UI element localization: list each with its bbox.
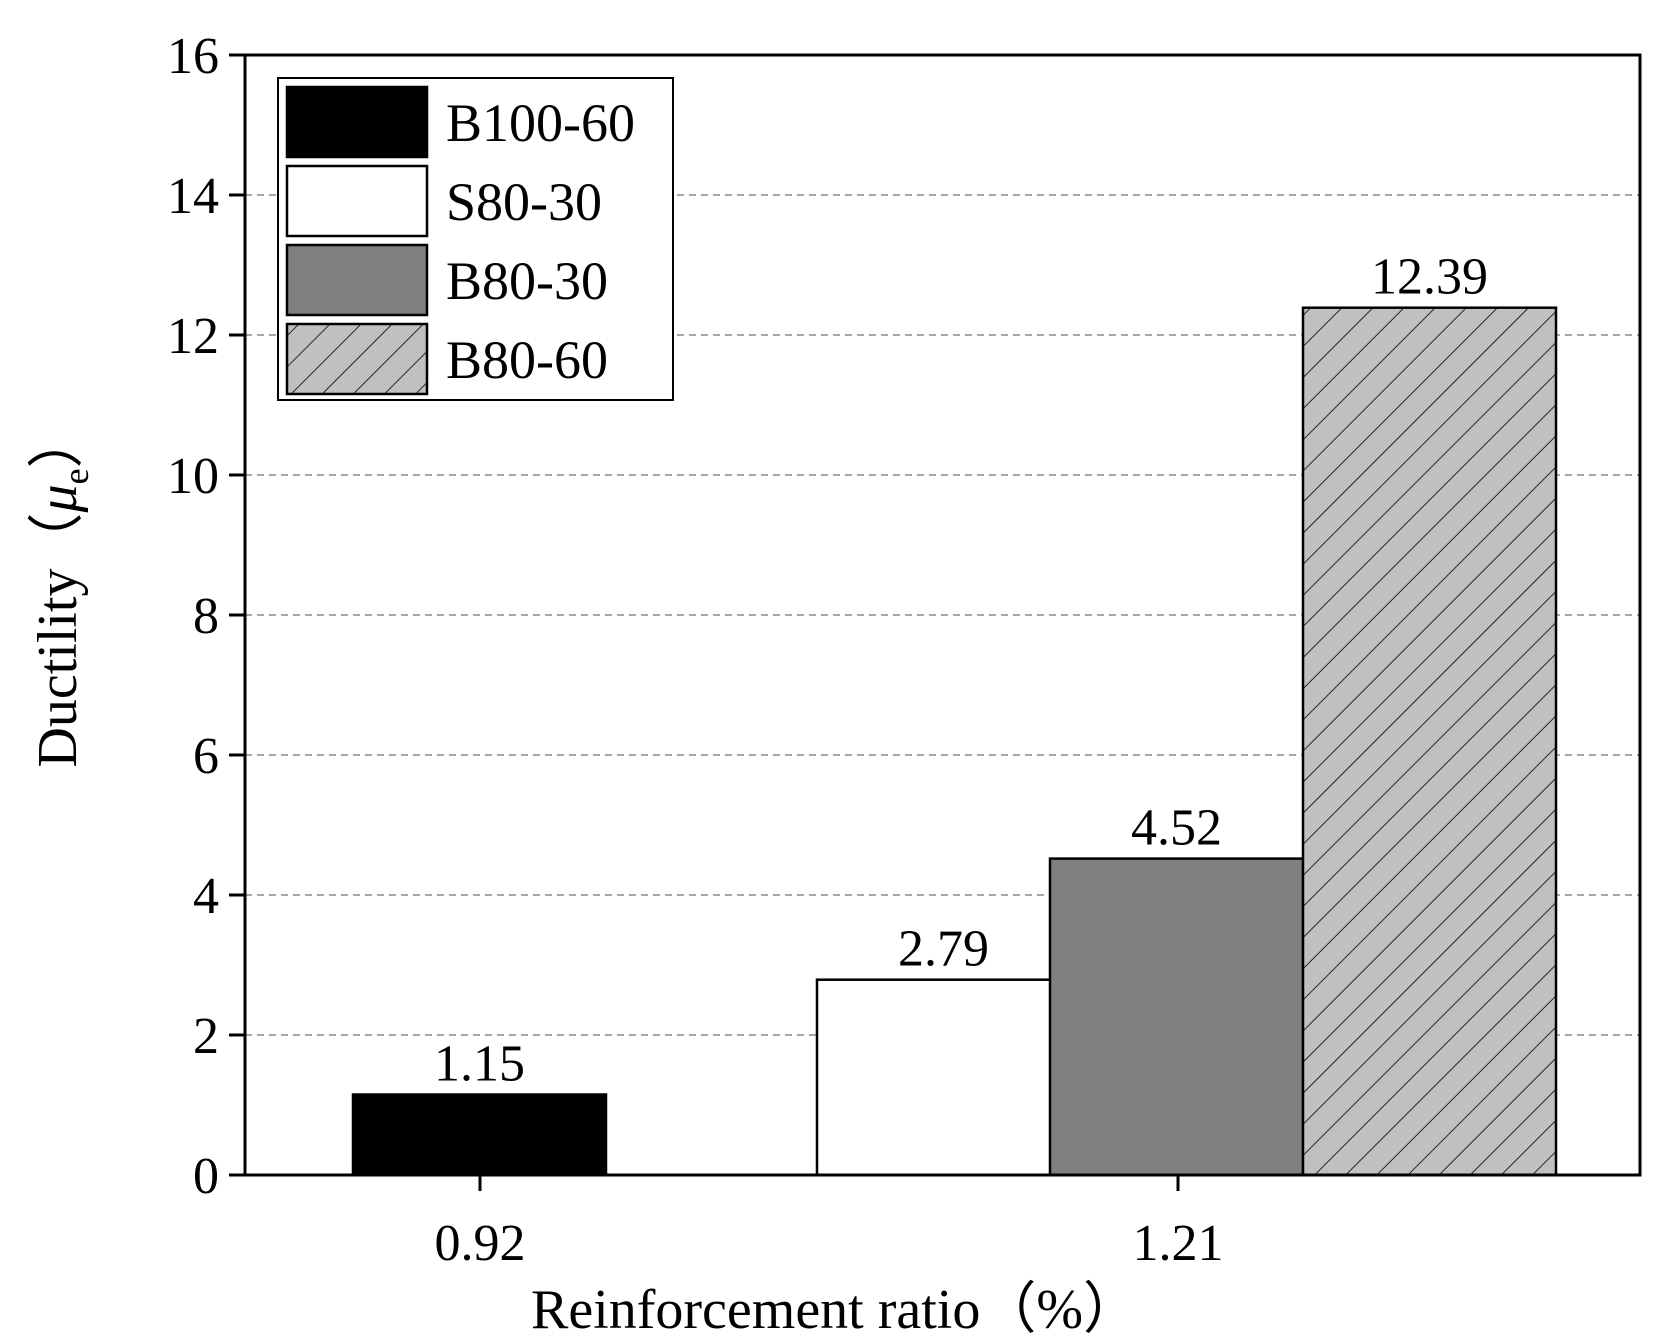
bar-value-labels: 1.15 2.79 4.52 12.39 (434, 249, 1488, 1093)
y-tick-label: 16 (167, 28, 219, 85)
legend-label: B100-60 (446, 93, 635, 153)
y-tick-label: 14 (167, 168, 219, 225)
bar-value-label: 1.15 (434, 1036, 525, 1093)
bar-value-label: 4.52 (1131, 800, 1222, 857)
x-tick-label: 0.92 (435, 1215, 526, 1272)
legend-swatch (285, 85, 429, 159)
legend-label: S80-30 (446, 172, 602, 232)
legend-label: B80-60 (446, 330, 608, 390)
bars (351, 306, 1558, 1177)
y-axis-label-main: Ductility（ (27, 513, 89, 768)
y-axis-label-subscript: e (56, 468, 96, 484)
legend-swatch (285, 243, 429, 317)
x-tick-label: 1.21 (1133, 1215, 1224, 1272)
bar-b100-60 (351, 1093, 608, 1177)
legend: B100-60 S80-30 B80-30 B80-60 (277, 77, 674, 401)
legend-swatch (285, 322, 429, 396)
legend-swatch (285, 164, 429, 238)
y-tick-label: 12 (167, 308, 219, 365)
bar-b80-60 (1301, 306, 1558, 1177)
x-axis-ticks: 0.92 1.21 (435, 1175, 1224, 1272)
y-axis-label-symbol: μ (27, 484, 89, 513)
y-tick-label: 8 (193, 588, 219, 645)
y-axis-label: Ductility（μe） (27, 412, 96, 767)
bar-value-label: 12.39 (1371, 249, 1488, 306)
y-axis-ticks: 0 2 4 6 8 10 12 14 16 (167, 28, 245, 1205)
y-tick-label: 0 (193, 1148, 219, 1205)
x-axis-label: Reinforcement ratio（%） (531, 1279, 1139, 1341)
bar-value-label: 2.79 (898, 921, 989, 978)
y-tick-label: 2 (193, 1008, 219, 1065)
y-tick-label: 4 (193, 868, 219, 925)
legend-label: B80-30 (446, 251, 608, 311)
y-axis-label-close: ） (27, 412, 89, 468)
bar-s80-30 (815, 978, 1072, 1177)
y-tick-label: 6 (193, 728, 219, 785)
bar-b80-30 (1048, 857, 1305, 1177)
y-tick-label: 10 (167, 448, 219, 505)
